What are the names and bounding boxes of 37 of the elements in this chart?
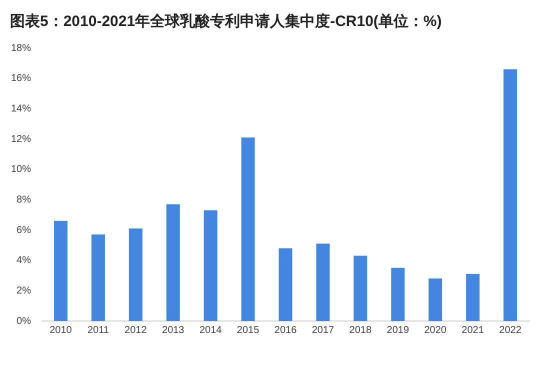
chart-title: 图表5：2010-2021年全球乳酸专利申请人集中度-CR10(单位：%) [9, 12, 443, 32]
x-tick-label: 2011 [87, 324, 110, 336]
bar [241, 137, 255, 321]
y-tick-label: 16% [11, 73, 32, 84]
bar [504, 69, 518, 321]
y-tick-label: 2% [16, 285, 32, 296]
y-tick-label: 14% [11, 103, 32, 114]
y-tick-label: 4% [16, 255, 32, 266]
y-tick-label: 8% [16, 194, 32, 206]
bar [354, 256, 368, 321]
x-tick-label: 2015 [236, 324, 260, 336]
x-tick-label: 2018 [349, 324, 372, 336]
x-tick-label: 2019 [386, 324, 410, 336]
y-tick-label: 12% [11, 134, 32, 145]
x-tick-label: 2010 [50, 324, 72, 336]
bar [128, 228, 142, 321]
bar [316, 244, 330, 321]
y-tick-label: 18% [11, 42, 32, 54]
bar [391, 268, 405, 321]
bar [428, 278, 442, 321]
bar [466, 274, 480, 321]
x-tick-label: 2020 [424, 324, 447, 336]
x-tick-label: 2012 [124, 324, 148, 336]
bar [204, 210, 218, 321]
x-tick-label: 2022 [499, 324, 522, 336]
x-tick-label: 2017 [312, 324, 335, 336]
bar [166, 204, 180, 321]
x-tick-label: 2014 [199, 324, 222, 336]
x-tick-label: 2021 [462, 324, 484, 336]
y-tick-label: 0% [16, 316, 32, 327]
bar [54, 220, 68, 321]
y-tick-label: 10% [11, 164, 32, 176]
bar [278, 248, 292, 321]
y-tick-label: 6% [16, 224, 32, 236]
bar [91, 234, 105, 321]
x-tick-label: 2013 [162, 324, 185, 336]
x-tick-label: 2016 [274, 324, 298, 336]
